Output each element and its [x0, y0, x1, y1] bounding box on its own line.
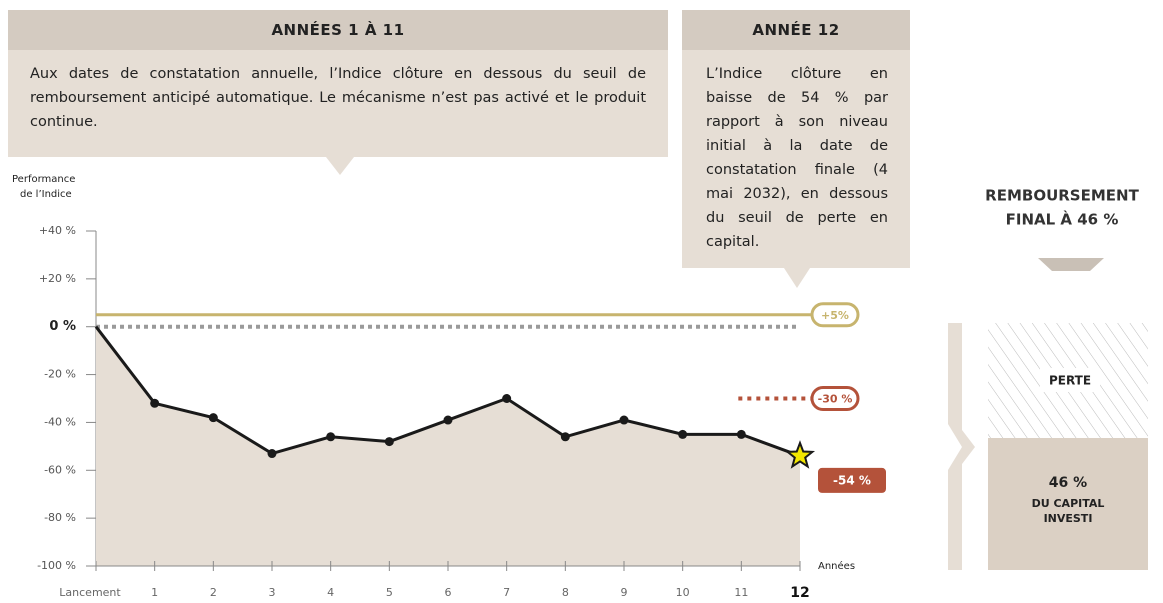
x-tick-label: 3 [269, 586, 276, 599]
loss-label-bg [1040, 368, 1100, 392]
threshold-label-bg [810, 302, 860, 328]
x-tick-label: 1 [151, 586, 158, 599]
x-tick-label: 9 [621, 586, 628, 599]
bracket [948, 323, 975, 570]
x-tick-label: 12 [790, 585, 809, 601]
x-tick-label: 8 [562, 586, 569, 599]
value-label-bg [818, 467, 886, 493]
point [443, 415, 453, 425]
point [560, 432, 570, 442]
x-tick-label: Lancement [59, 586, 121, 599]
box-title: ANNÉES 1 À 11 [8, 10, 668, 50]
point [208, 413, 218, 423]
threshold-label: +5% [821, 309, 849, 322]
x-tick-label: 2 [210, 586, 217, 599]
point [619, 415, 629, 425]
capital-amount: 46 % [1049, 475, 1087, 491]
threshold-label-bg [810, 386, 860, 411]
y-tick-label: -100 % [37, 559, 76, 572]
point [267, 449, 277, 459]
point [736, 429, 746, 439]
point [384, 437, 394, 447]
area [96, 326, 800, 566]
y-tick-label: -80 % [44, 511, 76, 524]
box-title: ANNÉE 12 [682, 10, 910, 50]
x-tick-label: 10 [676, 586, 690, 599]
x-tick-label: 6 [445, 586, 452, 599]
box-text: L’Indice clôture en baisse de 54 % par r… [682, 50, 910, 268]
y-tick-label: -40 % [44, 415, 76, 428]
value-label: -54 % [833, 473, 871, 487]
capital-area [988, 438, 1148, 570]
capital-caption: INVESTI [1044, 512, 1093, 525]
arrow [1038, 258, 1104, 271]
pointer [326, 157, 354, 175]
box-text: Aux dates de constatation annuelle, l’In… [8, 50, 668, 157]
point [502, 394, 512, 403]
y-tick-label: 0 % [49, 319, 76, 334]
repayment-title: REMBOURSEMENT [985, 187, 1139, 205]
point [678, 429, 688, 439]
x-tick-label: 4 [327, 586, 334, 599]
x-tick-label: 11 [734, 586, 748, 599]
point [150, 398, 160, 408]
repayment-title: FINAL À 46 % [1006, 210, 1119, 229]
y-tick-label: +20 % [39, 272, 76, 285]
capital-caption: DU CAPITAL [1032, 497, 1105, 510]
y-tick-label: -60 % [44, 463, 76, 476]
point [326, 432, 336, 442]
x-tick-label: 7 [503, 586, 510, 599]
loss-label: PERTE [1049, 374, 1091, 388]
y-tick-label: +40 % [39, 224, 76, 237]
x-tick-label: 5 [386, 586, 393, 599]
star-marker [784, 440, 816, 469]
y-tick-label: -20 % [44, 368, 76, 381]
threshold-label: -30 % [818, 393, 853, 406]
x-axis-label: Années [818, 560, 855, 572]
pointer [784, 268, 810, 288]
y-axis-label: de l’Indice [20, 189, 72, 200]
y-axis-label: Performance [12, 174, 75, 185]
